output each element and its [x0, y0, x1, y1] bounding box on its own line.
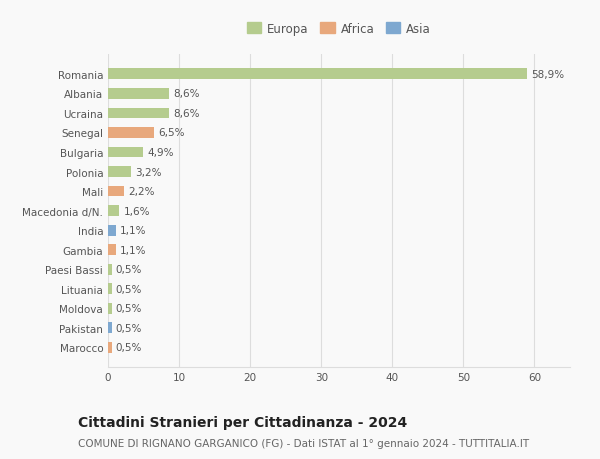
Bar — [108, 108, 169, 119]
Bar — [108, 206, 119, 217]
Text: 1,6%: 1,6% — [124, 206, 150, 216]
Text: 0,5%: 0,5% — [116, 284, 142, 294]
Bar — [108, 128, 154, 139]
Text: 6,5%: 6,5% — [158, 128, 185, 138]
Text: 58,9%: 58,9% — [531, 70, 564, 79]
Bar — [108, 147, 143, 158]
Text: 0,5%: 0,5% — [116, 323, 142, 333]
Bar — [108, 167, 131, 178]
Text: 8,6%: 8,6% — [173, 89, 200, 99]
Legend: Europa, Africa, Asia: Europa, Africa, Asia — [245, 20, 433, 38]
Bar — [108, 284, 112, 295]
Text: 1,1%: 1,1% — [120, 245, 146, 255]
Bar — [108, 342, 112, 353]
Text: 4,9%: 4,9% — [147, 148, 173, 157]
Bar — [108, 225, 116, 236]
Text: 3,2%: 3,2% — [135, 167, 161, 177]
Text: 0,5%: 0,5% — [116, 304, 142, 313]
Text: 0,5%: 0,5% — [116, 343, 142, 353]
Text: 2,2%: 2,2% — [128, 187, 154, 196]
Text: 0,5%: 0,5% — [116, 265, 142, 274]
Bar — [108, 245, 116, 256]
Text: Cittadini Stranieri per Cittadinanza - 2024: Cittadini Stranieri per Cittadinanza - 2… — [78, 415, 407, 429]
Bar — [108, 186, 124, 197]
Text: COMUNE DI RIGNANO GARGANICO (FG) - Dati ISTAT al 1° gennaio 2024 - TUTTITALIA.IT: COMUNE DI RIGNANO GARGANICO (FG) - Dati … — [78, 438, 529, 448]
Bar — [108, 323, 112, 334]
Bar — [108, 69, 527, 80]
Bar — [108, 303, 112, 314]
Bar — [108, 89, 169, 100]
Bar — [108, 264, 112, 275]
Text: 1,1%: 1,1% — [120, 226, 146, 235]
Text: 8,6%: 8,6% — [173, 109, 200, 118]
